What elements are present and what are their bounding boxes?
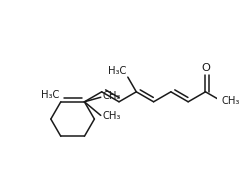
Text: CH₃: CH₃ [222, 96, 239, 106]
Text: CH₃: CH₃ [103, 111, 121, 121]
Text: CH₃: CH₃ [103, 91, 121, 101]
Text: H₃C: H₃C [108, 66, 126, 76]
Text: O: O [201, 63, 210, 73]
Text: H₃C: H₃C [41, 90, 59, 100]
